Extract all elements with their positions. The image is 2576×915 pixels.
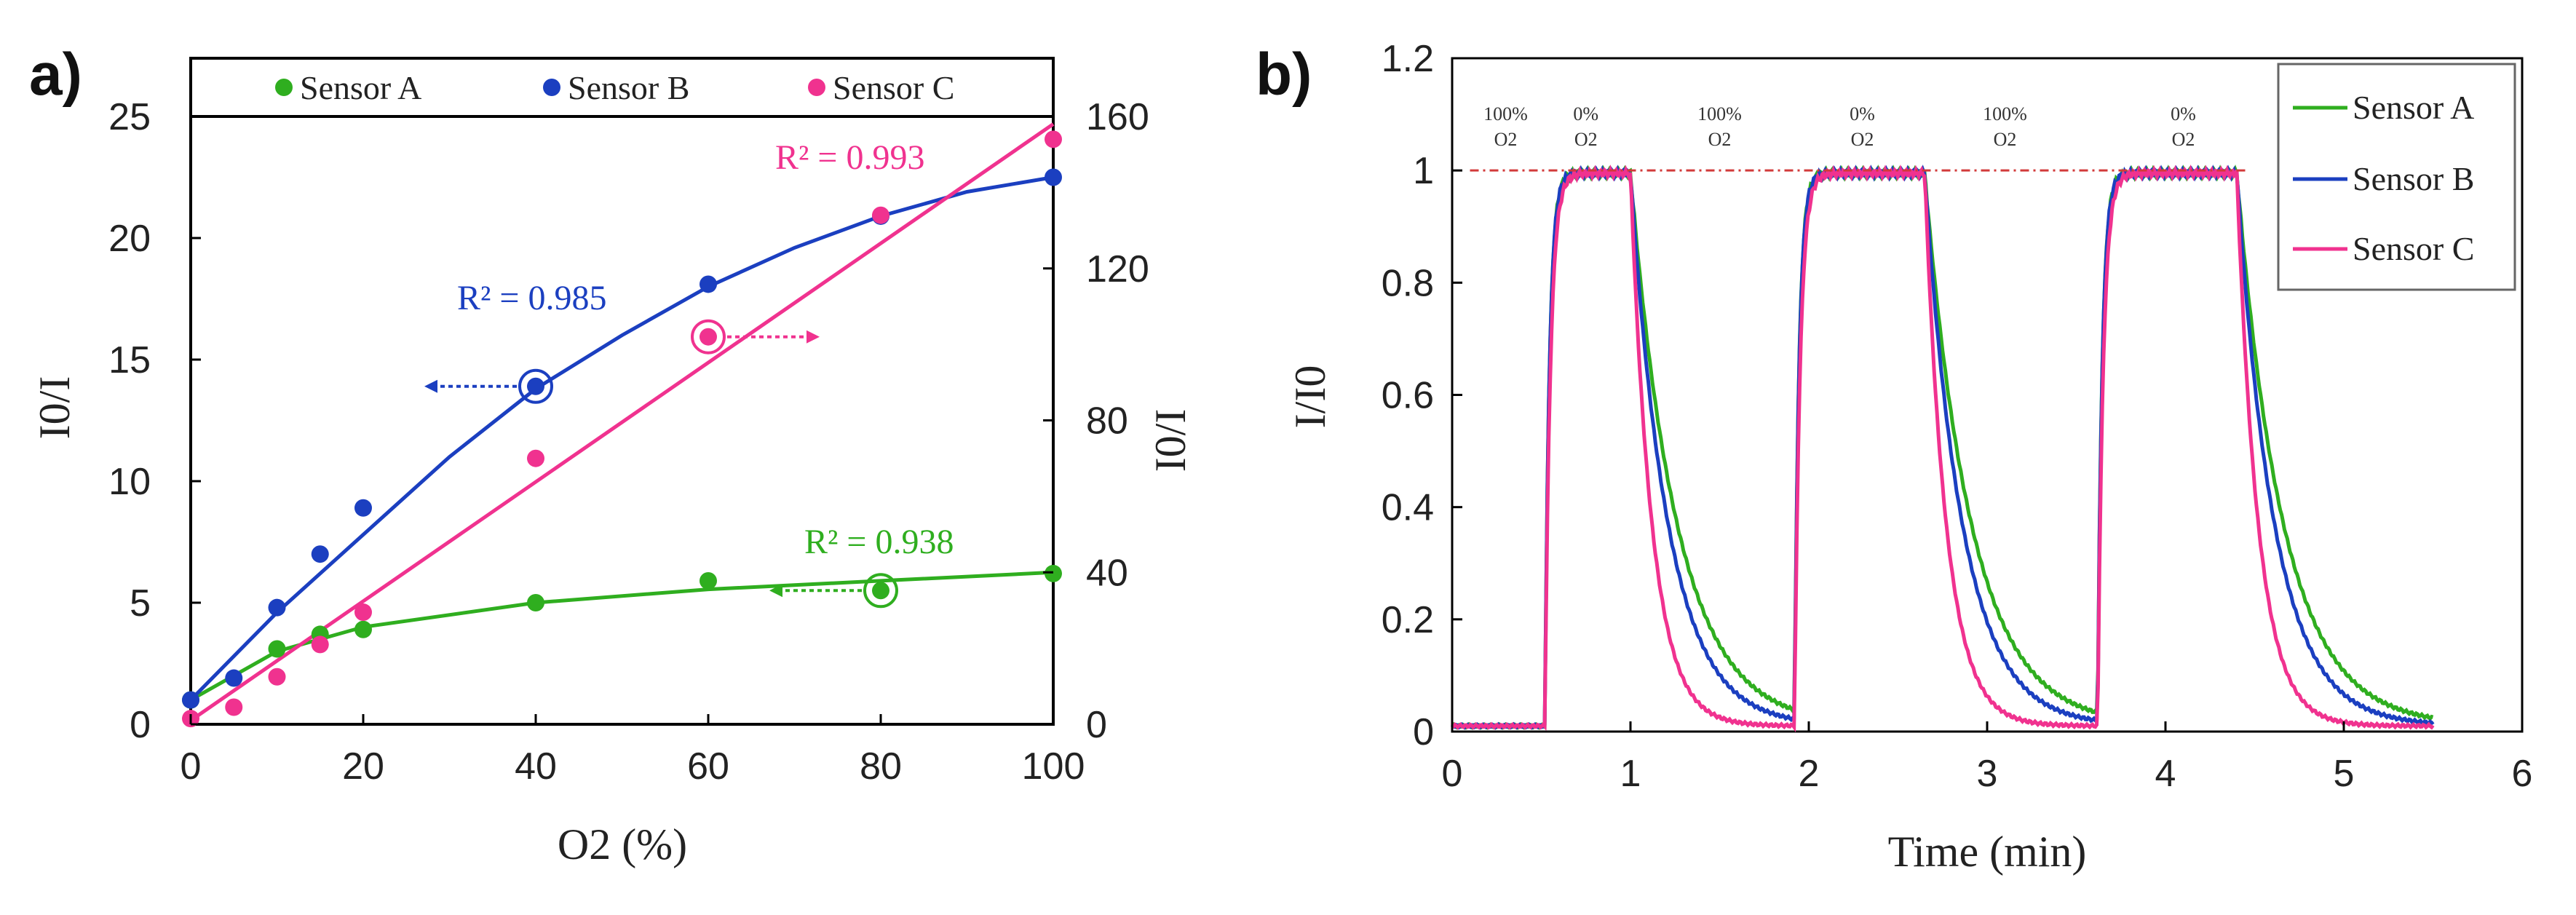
r2-label-sensor-b: R² = 0.985 (457, 279, 606, 317)
data-point-sensor-a (700, 571, 717, 590)
panel-a-right-y-axis-title: I0/I (1146, 409, 1194, 472)
o2-level-label: 100% (1483, 103, 1528, 124)
panel-a-right-y-tick-label: 160 (1086, 96, 1149, 138)
panel-a-plot-frame (189, 57, 1055, 726)
o2-gas-label: O2 (1851, 129, 1874, 150)
panel-b-x-tick-label: 5 (2334, 753, 2355, 795)
o2-level-label: 0% (2171, 103, 2196, 124)
panel-a-right-y-tick-label: 0 (1086, 704, 1107, 746)
panel-a-x-tick-label: 60 (687, 745, 729, 788)
panel-a-right-y-tick-label: 80 (1086, 400, 1128, 443)
data-point-sensor-c (872, 206, 889, 224)
panel-a-x-tick-label: 100 (1022, 745, 1085, 788)
panel-b-x-tick-label: 1 (1620, 753, 1641, 795)
panel-b-y-tick-label: 0.6 (1382, 375, 1434, 417)
panel-b-legend-box (2277, 63, 2516, 291)
legend-a-marker-sensor-c (808, 79, 825, 96)
highlight-ring-sensor-a (863, 573, 898, 609)
panel-b-y-tick-label: 1.2 (1382, 38, 1434, 80)
panel-a-right-y-tick-label: 120 (1086, 248, 1149, 290)
data-point-sensor-b (354, 499, 372, 517)
panel-b-x-tick-label: 2 (1799, 753, 1820, 795)
panel-b-x-axis-title: Time (min) (1888, 828, 2087, 876)
data-point-sensor-b (311, 545, 329, 563)
r2-label-sensor-a: R² = 0.938 (804, 523, 954, 561)
panel-b-x-tick-label: 4 (2155, 753, 2176, 795)
o2-level-label: 100% (1697, 103, 1742, 124)
fit-curve-sensor-c (189, 122, 1055, 722)
data-point-sensor-b (225, 669, 243, 687)
panel-a-left-y-tick-label: 10 (108, 461, 151, 503)
data-point-sensor-b (527, 377, 544, 395)
data-point-sensor-c (1045, 130, 1062, 148)
legend-b-sensor-a: Sensor A (2353, 89, 2474, 126)
legend-b-sensor-b: Sensor B (2353, 160, 2474, 197)
panel-a-x-tick-label: 80 (860, 745, 902, 788)
panel-b-y-tick-label: 0.4 (1382, 487, 1434, 529)
panel-b-y-tick-label: 0.2 (1382, 599, 1434, 641)
panel-a-left-y-tick-label: 5 (130, 582, 151, 625)
panel-a-x-tick-label: 20 (342, 745, 384, 788)
o2-gas-label: O2 (1708, 129, 1732, 150)
o2-gas-label: O2 (1494, 129, 1518, 150)
data-point-sensor-c (311, 635, 329, 654)
panel-a-right-y-tick-label: 40 (1086, 552, 1128, 594)
panel-a-left-y-axis-title: I0/I (31, 376, 79, 440)
data-point-sensor-a (268, 640, 286, 658)
panel-a-left-y-tick-label: 0 (130, 704, 151, 746)
panel-b-x-tick-label: 3 (1977, 753, 1998, 795)
o2-level-label: 0% (1573, 103, 1598, 124)
legend-a-marker-sensor-a (275, 79, 293, 96)
panel-a-left-y-tick-label: 20 (108, 218, 151, 260)
legend-a-sensor-c: Sensor C (833, 69, 954, 106)
r2-label-sensor-c: R² = 0.993 (775, 138, 924, 177)
o2-gas-label: O2 (1574, 129, 1598, 150)
panel-b-x-tick-label: 6 (2512, 753, 2533, 795)
data-point-sensor-a (354, 620, 372, 638)
o2-level-label: 0% (1850, 103, 1875, 124)
panel-a-legend: Sensor A Sensor B Sensor C (275, 69, 954, 106)
legend-a-marker-sensor-b (543, 79, 560, 96)
data-point-sensor-b (1045, 168, 1062, 186)
panel-b: 100% O2 0% O2 100% O2 0% O2 100% O2 0% O2 0 1 2 3 4 5 6 0 0… (1286, 38, 2532, 876)
data-point-sensor-c (354, 603, 372, 622)
panel-a-label: a) (29, 41, 82, 108)
data-point-sensor-b (182, 691, 199, 709)
panel-b-y-axis-title: I/I0 (1286, 365, 1334, 429)
highlight-ring-sensor-b (518, 368, 553, 404)
panel-a-x-axis-title: O2 (%) (558, 820, 687, 868)
panel-b-y-tick-label: 0.8 (1382, 262, 1434, 304)
data-point-sensor-a (1045, 564, 1062, 582)
panel-b-y-tick-label: 1 (1413, 150, 1434, 192)
panel-a-x-tick-label: 40 (515, 745, 557, 788)
o2-level-label: 100% (1983, 103, 2027, 124)
o2-gas-label: O2 (2172, 129, 2195, 150)
legend-a-sensor-b: Sensor B (568, 69, 689, 106)
data-point-sensor-c (700, 328, 717, 346)
axis-arrowhead-sensor-b (424, 379, 437, 393)
panel-b-legend: Sensor A Sensor B Sensor C (2277, 63, 2516, 291)
axis-arrowhead-sensor-a (769, 584, 782, 598)
panel-a-left-y-tick-label: 25 (108, 96, 151, 138)
panel-b-label: b) (1256, 41, 1312, 108)
data-point-sensor-c (225, 698, 243, 716)
data-point-sensor-b (700, 275, 717, 293)
data-point-sensor-b (268, 598, 286, 617)
data-point-sensor-a (872, 582, 889, 600)
axis-arrowhead-sensor-c (807, 330, 820, 344)
o2-gas-label: O2 (1994, 129, 2017, 150)
panel-a: Sensor A Sensor B Sensor C 0 20 40 60 80 1000… (31, 57, 1194, 868)
data-point-sensor-c (268, 668, 286, 686)
highlight-ring-sensor-c (691, 319, 726, 354)
data-point-sensor-c (527, 449, 544, 467)
panel-a-x-tick-label: 0 (181, 745, 202, 788)
legend-a-sensor-a: Sensor A (300, 69, 421, 106)
data-point-sensor-a (527, 594, 544, 611)
legend-b-sensor-c: Sensor C (2353, 230, 2474, 267)
panel-b-x-tick-label: 0 (1442, 753, 1463, 795)
panel-a-left-y-tick-label: 15 (108, 339, 151, 381)
fit-curve-sensor-b (189, 175, 1054, 702)
panel-b-y-tick-label: 0 (1413, 711, 1434, 753)
